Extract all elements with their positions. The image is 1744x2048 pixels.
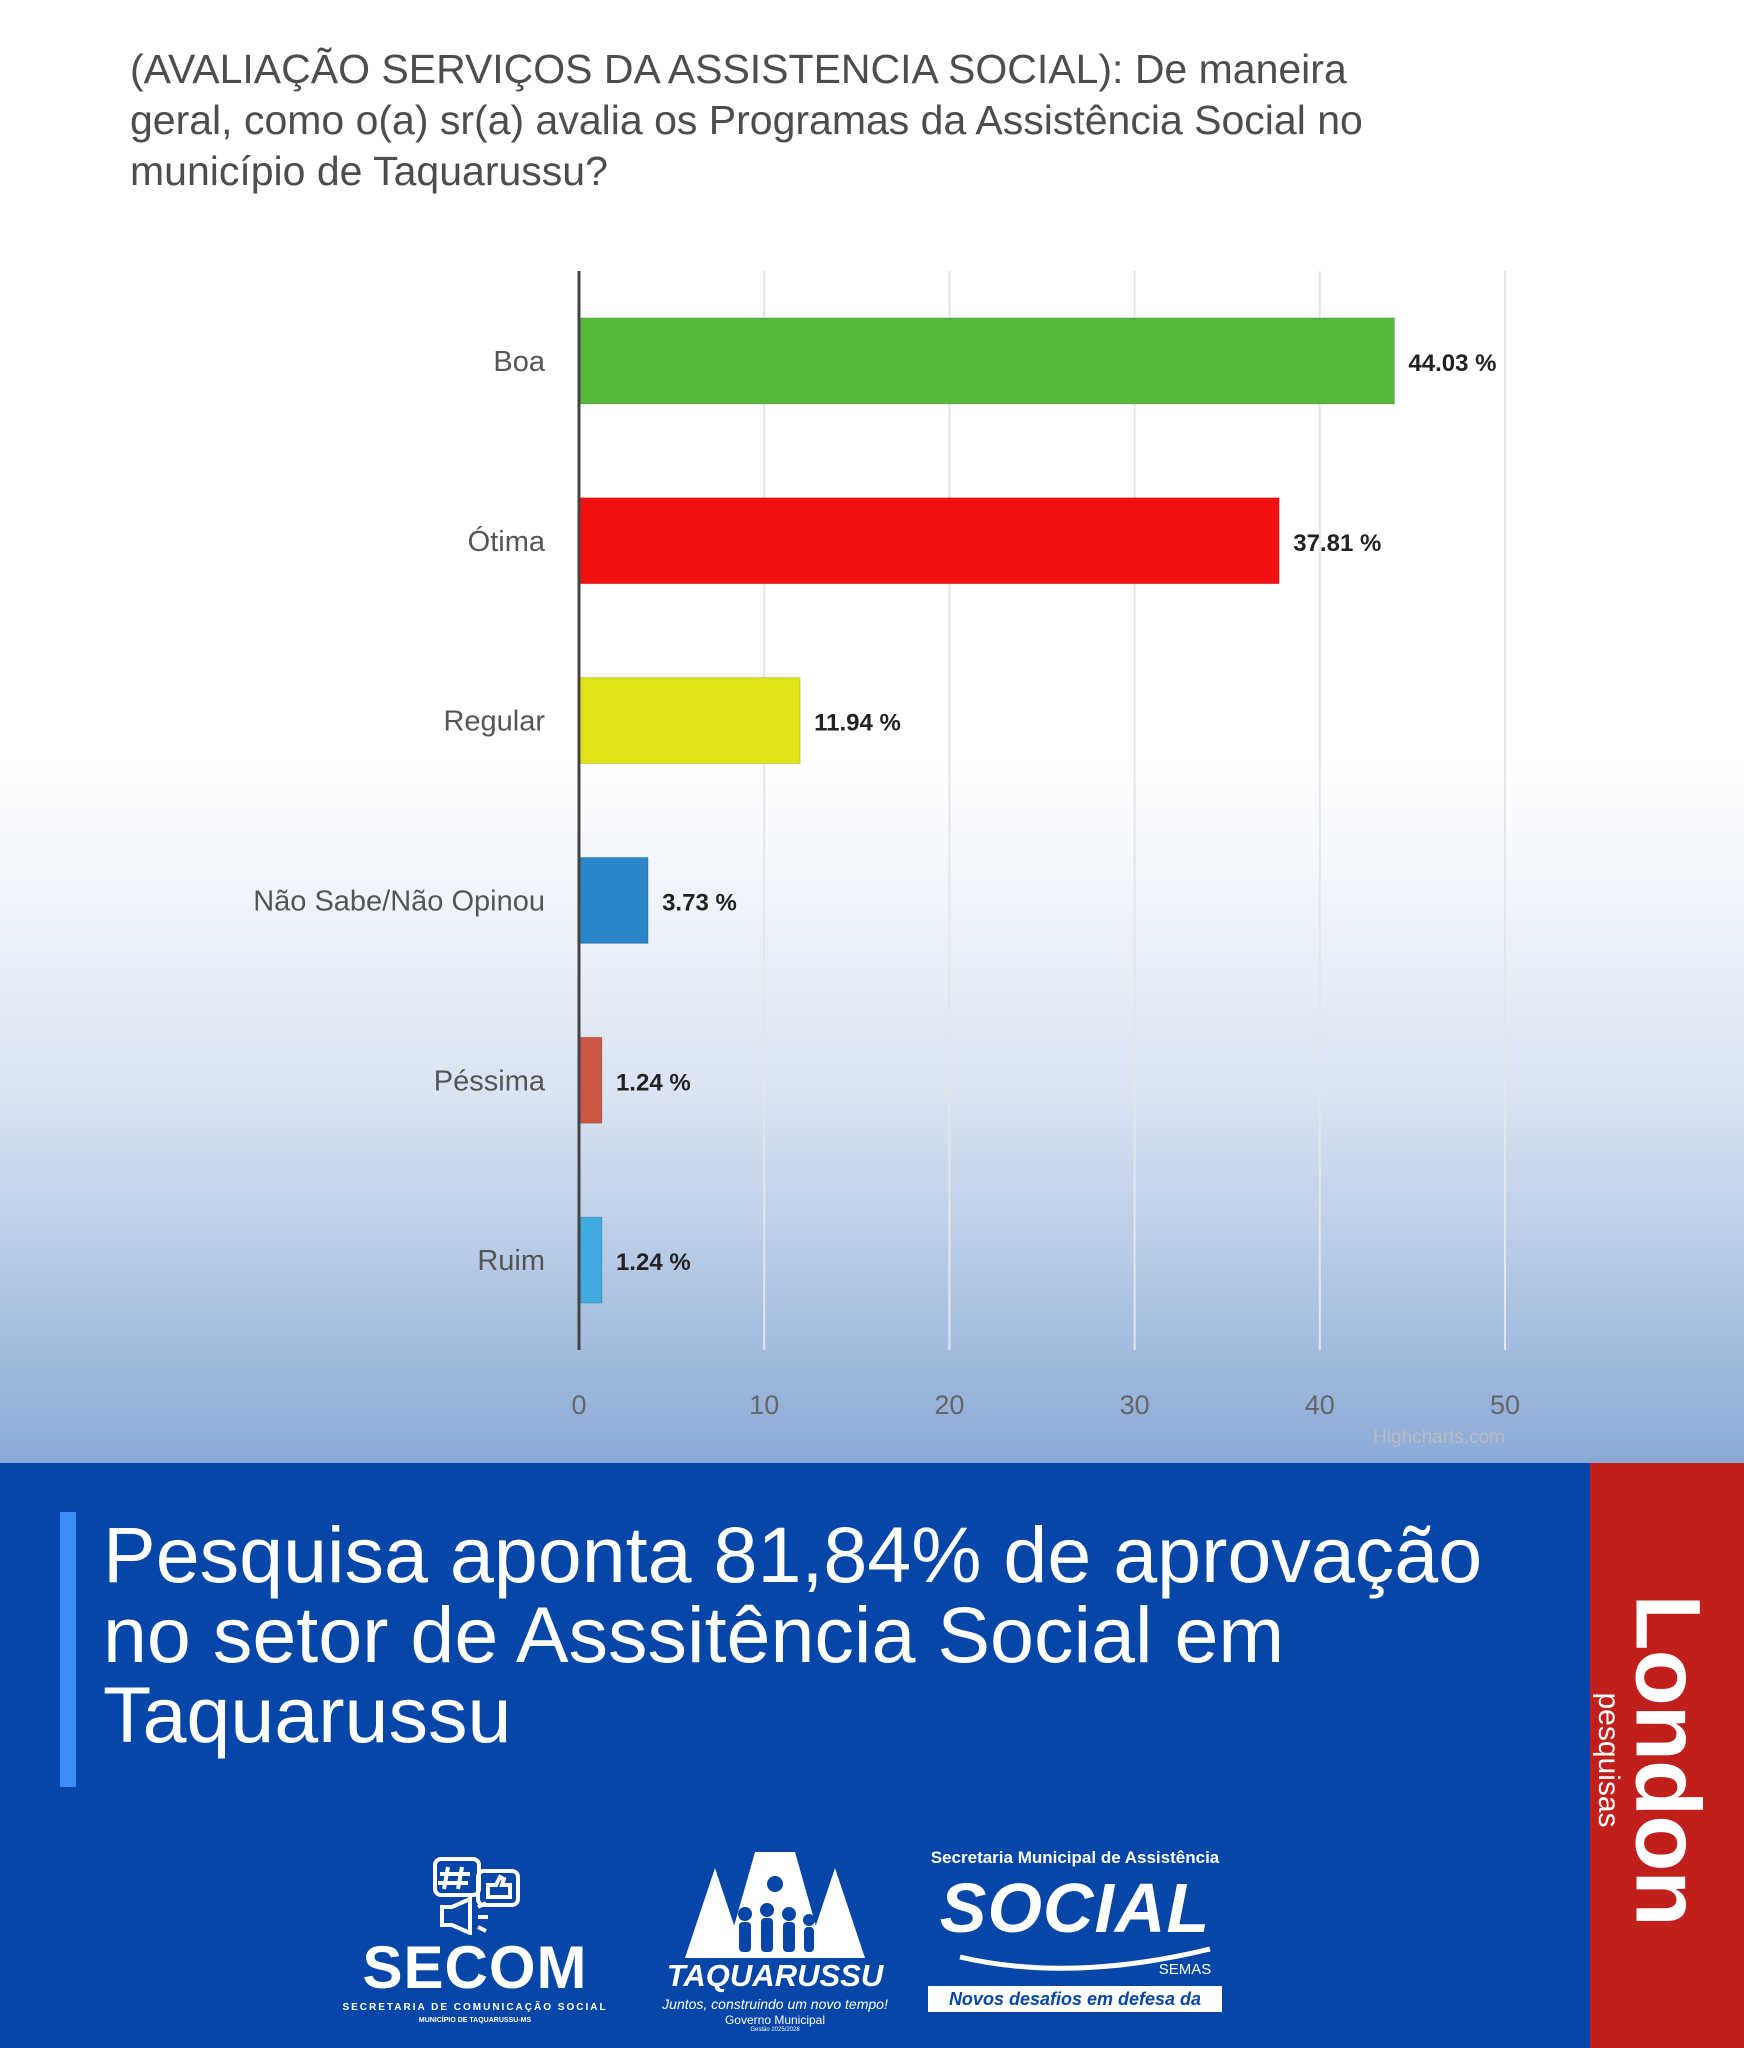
brand-tagline: pesquisas bbox=[1592, 1692, 1625, 1828]
headline-accent-bar bbox=[60, 1512, 76, 1787]
hashtag-icon bbox=[433, 1857, 481, 1897]
social-swoosh-icon bbox=[959, 1946, 1211, 1971]
x-tick-label: 40 bbox=[1305, 1390, 1335, 1420]
x-tick-label: 30 bbox=[1120, 1390, 1150, 1420]
category-label: Não Sabe/Não Opinou bbox=[253, 885, 545, 917]
bar bbox=[578, 497, 1280, 585]
secom-icons bbox=[433, 1857, 520, 1935]
taquarussu-slogan: Juntos, construindo um novo tempo! bbox=[662, 1996, 888, 2012]
x-tick-label: 0 bbox=[571, 1390, 586, 1420]
brand-strip bbox=[1590, 1463, 1744, 2048]
secom-name: SECOM bbox=[362, 1934, 588, 2001]
secom-logo: SECOM SECRETARIA DE COMUNICAÇÃO SOCIAL M… bbox=[330, 1855, 620, 2025]
data-label: 37.81 % bbox=[1293, 530, 1381, 557]
secom-subtitle: SECRETARIA DE COMUNICAÇÃO SOCIAL bbox=[342, 2002, 608, 2013]
chart-question-title: (AVALIAÇÃO SERVIÇOS DA ASSISTENCIA SOCIA… bbox=[130, 46, 1363, 194]
taquarussu-logo: TAQUARUSSU Juntos, construindo um novo t… bbox=[645, 1848, 905, 2038]
bar bbox=[578, 856, 649, 944]
category-label: Ruim bbox=[477, 1245, 545, 1277]
brand-logo: London pesquisas bbox=[1590, 1560, 1744, 1960]
headline: Pesquisa aponta 81,84% de aprovação no s… bbox=[103, 1510, 1483, 1759]
data-label: 44.03 % bbox=[1408, 350, 1496, 377]
bar-chart: Boa Ótima Regular Não Sabe/Não Opinou Péssim… bbox=[253, 271, 1520, 1448]
bar bbox=[578, 1036, 603, 1124]
category-label: Ótima bbox=[468, 525, 546, 558]
taquarussu-emblem-icon bbox=[685, 1852, 865, 1958]
bar bbox=[578, 317, 1395, 405]
thumbs-up-icon bbox=[476, 1869, 520, 1907]
value-labels: 44.03 % 37.81 % 11.94 % 3.73 % 1.24 % 1.24 % bbox=[616, 350, 1497, 1276]
data-label: 3.73 % bbox=[662, 889, 737, 916]
x-tick-label: 20 bbox=[934, 1390, 964, 1420]
social-logo: Secretaria Municipal de Assistência SOCI… bbox=[920, 1848, 1230, 2038]
chart-credit: Highcharts.com bbox=[1373, 1427, 1505, 1448]
brand-name: London bbox=[1616, 1594, 1719, 1926]
x-tick-label: 50 bbox=[1490, 1390, 1520, 1420]
social-name: SOCIAL bbox=[939, 1869, 1211, 1947]
bar bbox=[578, 677, 801, 765]
taquarussu-government: Governo Municipal bbox=[724, 2013, 826, 2027]
data-label: 11.94 % bbox=[814, 710, 901, 737]
social-motto: Novos desafios em defesa da vida! bbox=[928, 1986, 1222, 2035]
megaphone-icon bbox=[440, 1895, 488, 1935]
category-labels: Boa Ótima Regular Não Sabe/Não Opinou Péssim… bbox=[253, 346, 546, 1277]
category-label: Boa bbox=[493, 346, 545, 378]
category-label: Péssima bbox=[434, 1065, 546, 1097]
social-department: Secretaria Municipal de Assistência bbox=[930, 1848, 1220, 1867]
chart-bars bbox=[578, 317, 1395, 1304]
category-label: Regular bbox=[443, 706, 545, 738]
bar bbox=[578, 1216, 603, 1304]
chart-background bbox=[0, 0, 1744, 1463]
taquarussu-name: TAQUARUSSU bbox=[666, 1958, 884, 1993]
secom-city: MUNICÍPIO DE TAQUARUSSU-MS bbox=[418, 2017, 532, 2024]
data-label: 1.24 % bbox=[616, 1069, 691, 1096]
x-tick-label: 10 bbox=[749, 1390, 779, 1420]
social-acronym: SEMAS bbox=[1158, 1961, 1212, 1978]
data-label: 1.24 % bbox=[616, 1249, 691, 1276]
x-axis-ticks: 0 10 20 30 40 50 bbox=[571, 1390, 1520, 1420]
taquarussu-term: Gestão 2025/2028 bbox=[750, 2027, 800, 2033]
chart-gridlines bbox=[763, 271, 1506, 1350]
